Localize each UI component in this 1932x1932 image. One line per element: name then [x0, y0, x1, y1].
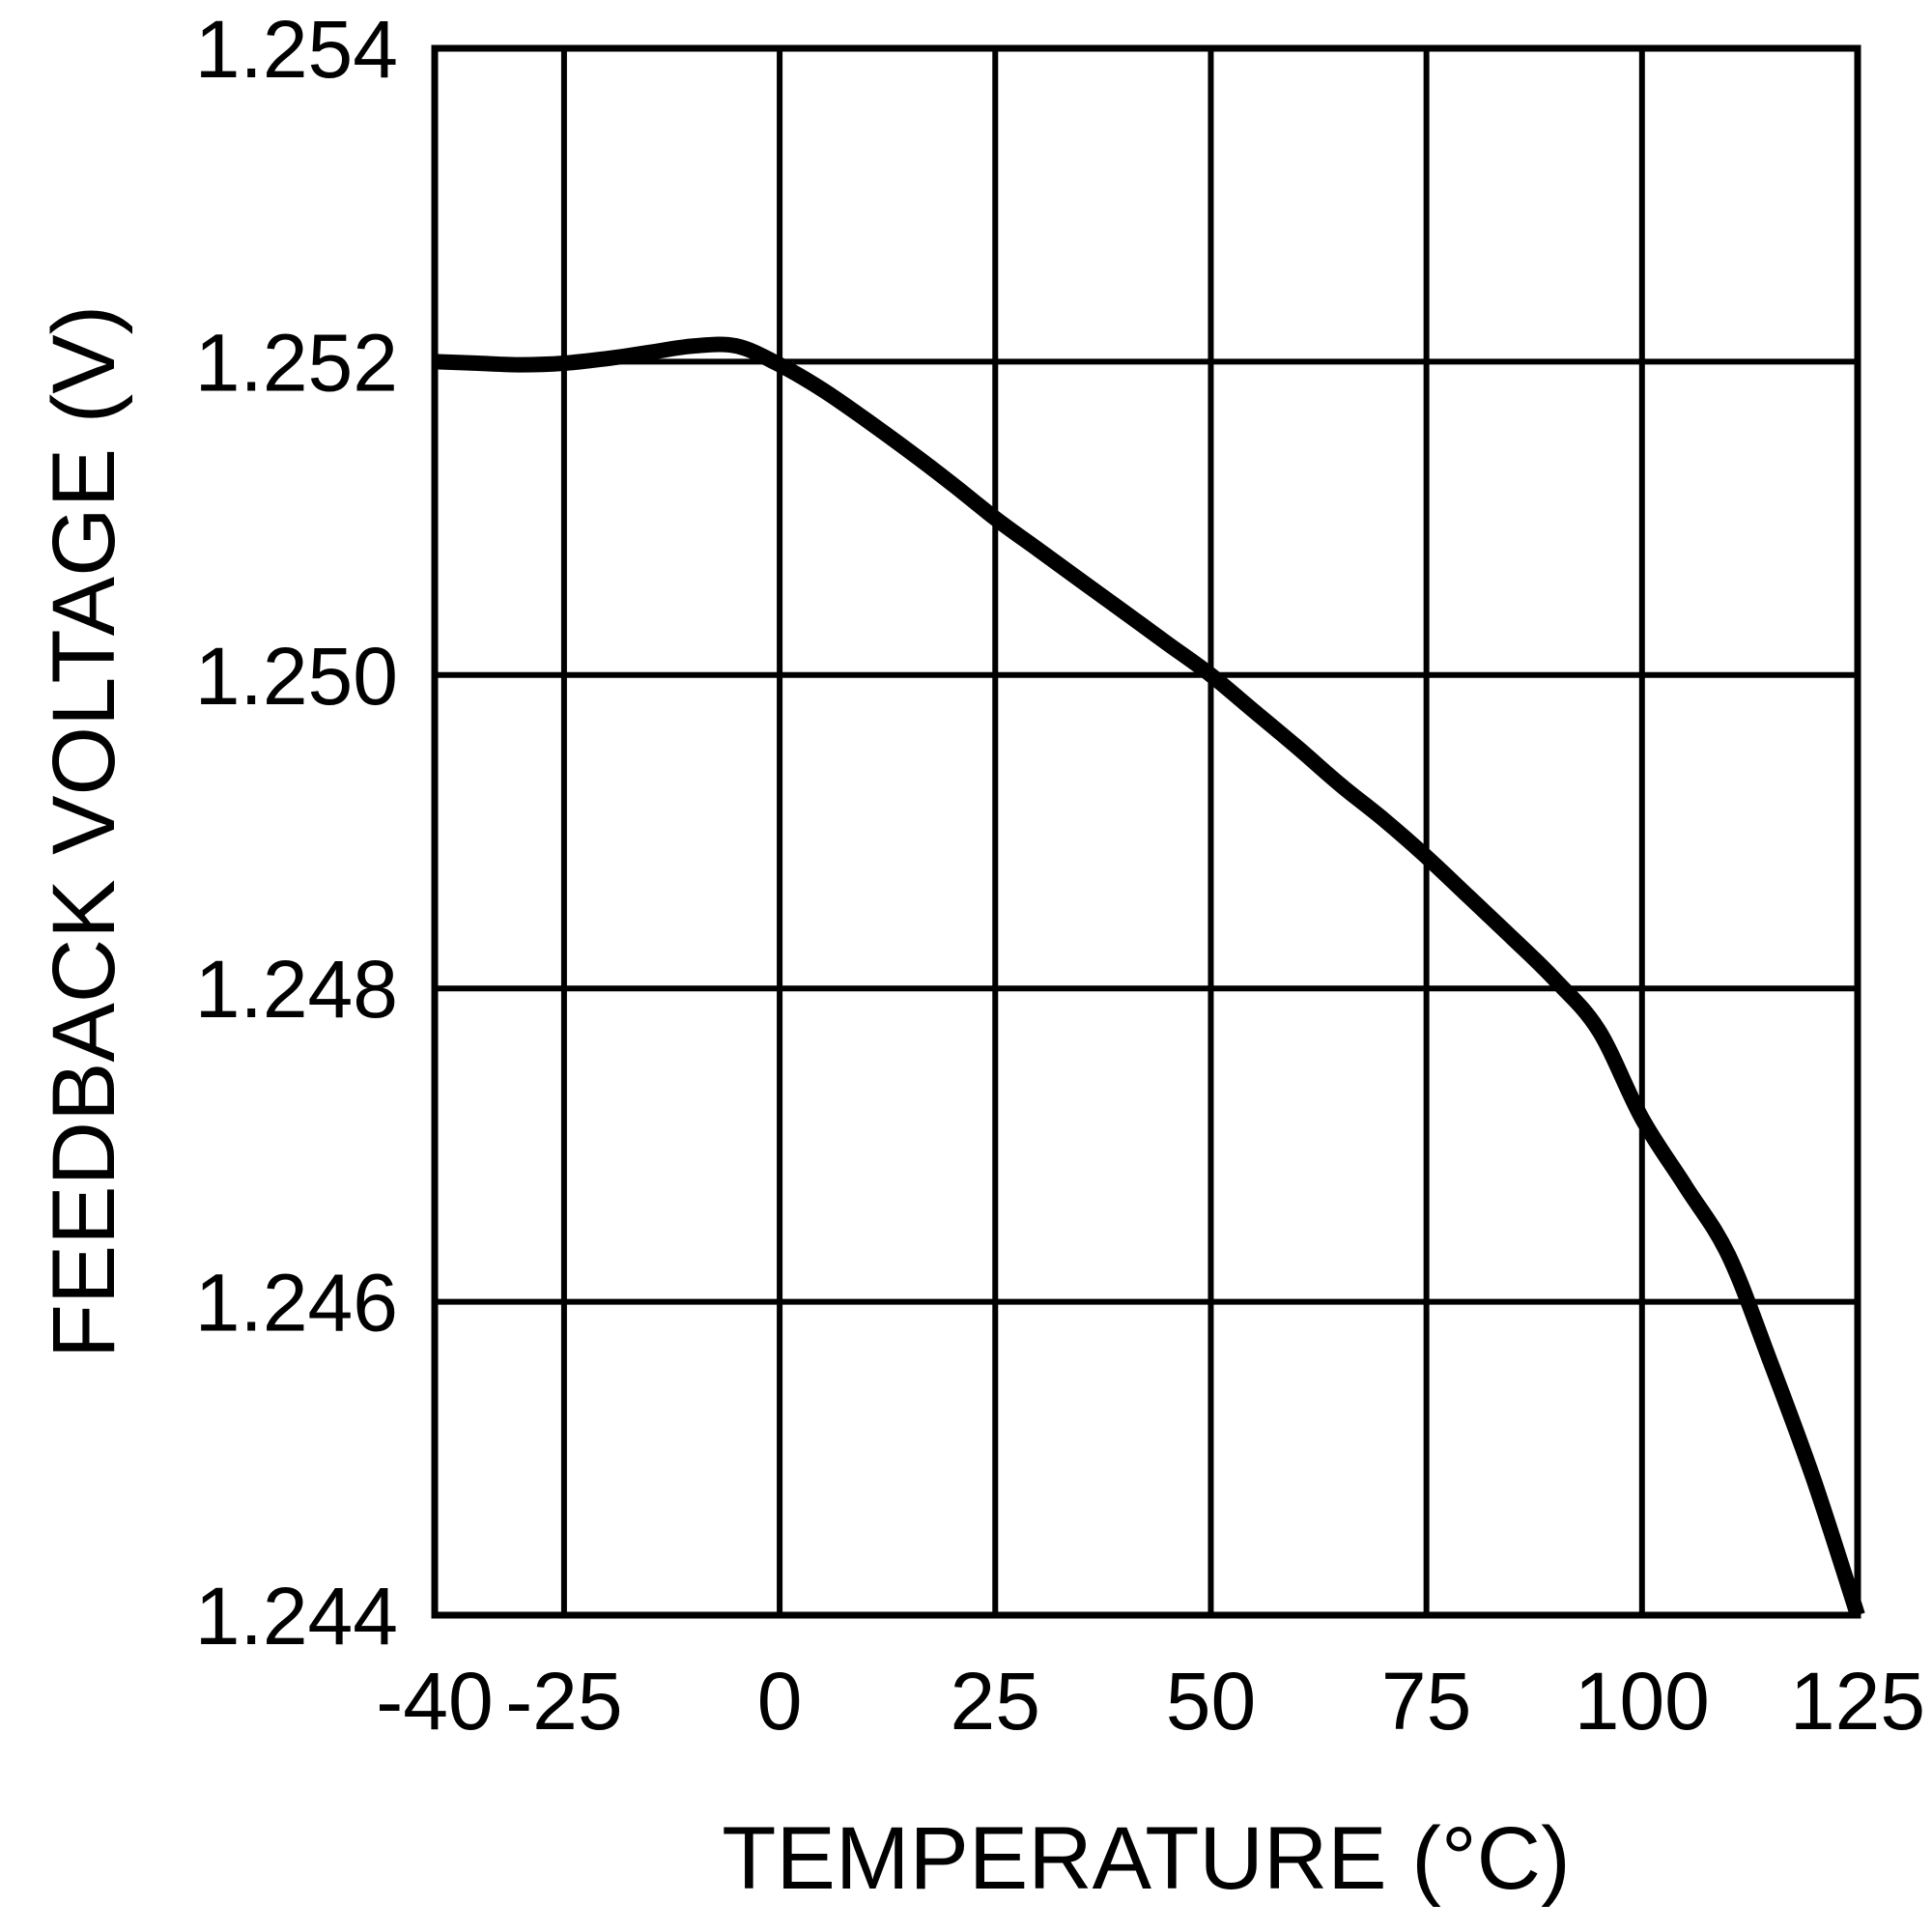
x-tick-label: 25 — [951, 1656, 1040, 1747]
y-tick-label: 1.246 — [195, 1258, 398, 1349]
feedback-voltage-curve — [434, 336, 1865, 1618]
y-axis-title: FEEDBACK VOLTAGE (V) — [35, 305, 133, 1359]
x-axis-tick-labels: -40 -25 0 25 50 75 100 125 — [376, 1656, 1925, 1747]
y-axis-tick-labels: 1.244 1.246 1.248 1.250 1.252 1.254 — [195, 4, 398, 1662]
x-tick-label: -25 — [505, 1656, 622, 1747]
x-tick-label: 125 — [1790, 1656, 1925, 1747]
plot-border — [431, 44, 1861, 1619]
x-axis-title: TEMPERATURE (°C) — [722, 1809, 1570, 1908]
y-tick-label: 1.250 — [195, 631, 398, 722]
x-tick-label: 0 — [757, 1656, 803, 1747]
x-tick-label: 100 — [1575, 1656, 1710, 1747]
x-tick-label: 50 — [1166, 1656, 1256, 1747]
y-tick-label: 1.248 — [195, 944, 398, 1035]
y-tick-label: 1.252 — [195, 317, 398, 408]
x-tick-label: -40 — [376, 1656, 493, 1747]
grid-lines — [432, 45, 1861, 1618]
y-tick-label: 1.244 — [195, 1571, 398, 1662]
y-tick-label: 1.254 — [195, 4, 398, 95]
x-tick-label: 75 — [1381, 1656, 1471, 1747]
